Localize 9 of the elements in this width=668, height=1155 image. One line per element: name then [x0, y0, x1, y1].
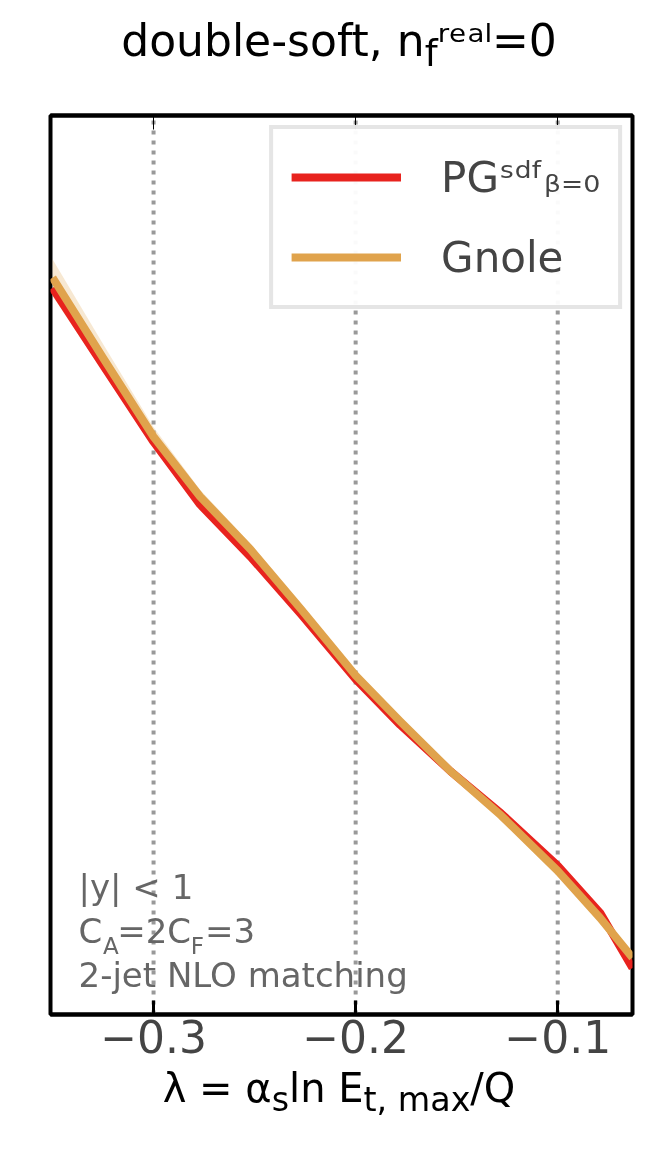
- annotation: 2-jet NLO matching: [78, 954, 408, 995]
- x-tick-label: −0.2: [302, 1011, 410, 1063]
- x-tick-label: −0.3: [100, 1011, 207, 1063]
- legend-label: Gnole: [441, 231, 564, 284]
- annotation: |y| < 1: [78, 866, 194, 907]
- x-axis-title: λ = α$_{s}$ln E$_{t, max}$/Q: [162, 1065, 516, 1119]
- x-tick-label: −0.1: [504, 1011, 612, 1063]
- chart-title: double-soft, n$_{f}$ʳᵉᵃˡ=0: [121, 14, 557, 77]
- legend-label: PGˢᵈᶠᵦ₌₀: [441, 151, 600, 204]
